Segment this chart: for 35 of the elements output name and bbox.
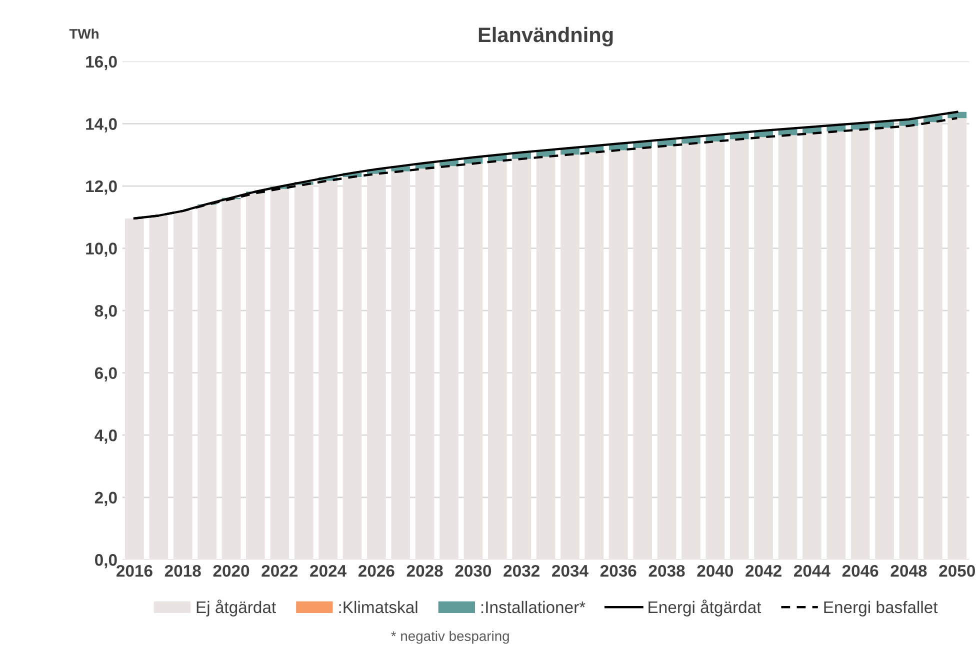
x-tick-label: 2038 <box>648 564 685 577</box>
y-tick-label: 2,0 <box>94 492 117 506</box>
y-tick-label: 6,0 <box>94 367 117 382</box>
x-tick-label: 2026 <box>358 564 394 577</box>
y-axis-title: TWh <box>69 28 98 39</box>
legend-label: :Klimatskal <box>339 600 418 614</box>
y-tick-label: 4,0 <box>94 430 117 444</box>
x-tick-label: 2036 <box>600 564 636 577</box>
x-tick-label: 2032 <box>504 564 540 577</box>
legend-label: Energi åtgärdat <box>648 600 762 616</box>
x-tick-label: 2028 <box>406 564 443 577</box>
x-tick-label: 2022 <box>262 564 298 577</box>
x-tick-label: 2044 <box>794 564 830 577</box>
y-tick-label: 10,0 <box>86 242 117 257</box>
legend-label: Energi basfallet <box>824 600 938 616</box>
x-tick-label: 2018 <box>164 564 201 577</box>
y-tick-label: 12,0 <box>86 180 117 195</box>
y-tick-label: 0,0 <box>95 554 117 568</box>
x-tick-label: 2050 <box>939 564 975 577</box>
text: * negativ besparing <box>391 630 509 644</box>
x-tick-label: 2030 <box>455 564 492 577</box>
y-tick-label: 8,0 <box>94 304 117 320</box>
legend-label: Ej åtgärdat <box>196 600 276 616</box>
x-tick-label: 2048 <box>890 564 927 577</box>
legend-label: :Installationer* <box>482 600 586 614</box>
x-tick-label: 2020 <box>213 564 250 577</box>
y-tick-label: 16,0 <box>86 56 117 70</box>
x-tick-label: 2040 <box>697 564 734 577</box>
y-tick-label: 14,0 <box>86 118 117 132</box>
x-tick-label: 2042 <box>746 564 782 577</box>
chart-title: Elanvändning <box>478 26 613 46</box>
x-tick-label: 2024 <box>310 564 346 577</box>
x-tick-label: 2034 <box>552 564 588 577</box>
x-tick-label: 2016 <box>116 564 152 577</box>
x-tick-label: 2046 <box>842 564 878 577</box>
